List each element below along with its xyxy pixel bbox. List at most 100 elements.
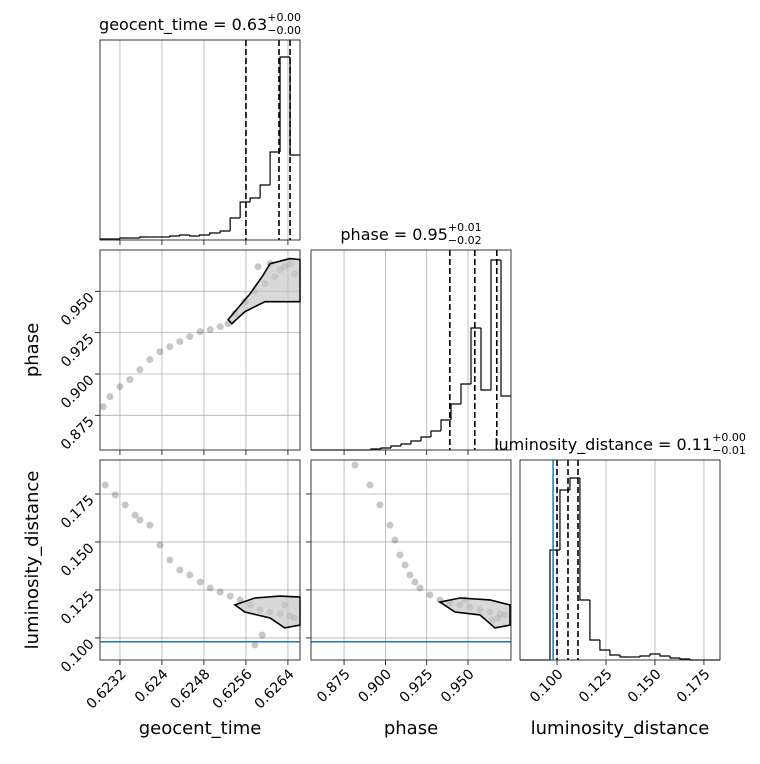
sample-point	[366, 481, 374, 489]
sample-point	[121, 501, 129, 509]
sample-point	[186, 571, 194, 579]
x-tick-label: 0.925	[397, 666, 437, 706]
histogram-step	[400, 443, 411, 446]
sample-point	[166, 556, 174, 564]
sample-point	[254, 263, 262, 271]
histogram-step	[649, 653, 661, 656]
y-axis-label: phase	[22, 323, 43, 377]
histogram-step	[589, 600, 600, 641]
contour	[437, 597, 511, 629]
sample-point	[258, 631, 266, 639]
y-axis-label: luminosity_distance	[22, 471, 43, 650]
panel: phase = 0.95 +0.01−0.02	[310, 221, 512, 455]
y-tick-label: 0.925	[58, 331, 98, 371]
histogram-step	[209, 232, 221, 235]
sample-point	[176, 338, 184, 346]
x-tick-label: 0.950	[438, 666, 478, 706]
sample-point	[146, 521, 154, 529]
panel: 0.100 0.125 0.150 0.175 luminosity_distance …	[494, 431, 746, 739]
x-tick-label: 0.175	[674, 666, 714, 706]
sample-point	[126, 376, 134, 384]
histogram-step	[619, 655, 631, 658]
title-lower: −0.01	[712, 444, 746, 457]
sample-point	[391, 536, 399, 544]
x-tick-label: 0.6264	[252, 666, 298, 712]
histogram-step	[119, 237, 130, 239]
sample-point	[99, 403, 107, 411]
histogram-step	[460, 383, 471, 404]
x-axis-label: phase	[384, 718, 438, 739]
sample-point	[196, 328, 204, 336]
sample-point	[351, 461, 359, 469]
histogram-step	[579, 478, 590, 601]
histogram-step	[380, 447, 391, 449]
histogram-step	[559, 489, 570, 550]
y-tick-label: 0.875	[58, 414, 98, 454]
x-tick-label: 0.6232	[84, 666, 130, 712]
sample-point	[226, 592, 234, 600]
sample-point	[396, 551, 404, 559]
title-lower: −0.00	[267, 24, 301, 37]
histogram-step	[219, 230, 231, 233]
sample-point	[186, 333, 194, 341]
histogram-step	[420, 436, 431, 441]
sample-point	[101, 481, 109, 489]
sample-point	[111, 491, 119, 499]
panel-frame	[99, 249, 301, 451]
histogram-step	[239, 201, 251, 218]
panel-frame	[99, 459, 301, 661]
histogram-step	[669, 656, 681, 659]
sample-point	[196, 578, 204, 586]
sample-point	[411, 578, 419, 586]
y-tick-label: 0.950	[58, 290, 98, 330]
sample-point	[136, 516, 144, 524]
x-axis-label: geocent_time	[139, 718, 262, 739]
histogram-step	[169, 235, 180, 237]
sample-point	[216, 323, 224, 331]
sample-point	[206, 584, 214, 592]
panel-frame	[310, 459, 512, 661]
sample-point	[136, 366, 144, 374]
panel-title: geocent_time = 0.63	[99, 15, 267, 35]
sample-point	[406, 571, 414, 579]
x-tick-label: 0.150	[625, 666, 665, 706]
y-tick-label: 0.900	[58, 372, 98, 412]
sample-point	[156, 541, 164, 549]
panel: geocent_time = 0.63 +0.00−0.00	[99, 11, 301, 245]
title-upper: +0.00	[712, 431, 746, 444]
histogram-step	[549, 549, 560, 660]
sample-point	[131, 511, 139, 519]
histogram-step	[490, 259, 501, 390]
sample-point	[106, 393, 114, 401]
sample-point	[386, 521, 394, 529]
sample-point	[401, 561, 409, 569]
histogram-step	[599, 640, 610, 651]
histogram-step	[279, 56, 291, 152]
histogram-step	[659, 654, 671, 657]
x-axis-label: luminosity_distance	[531, 718, 710, 739]
sample-point	[166, 343, 174, 351]
panel-frame	[519, 459, 721, 661]
sample-point	[426, 591, 434, 599]
histogram-step	[259, 184, 271, 198]
y-tick-label: 0.100	[58, 636, 98, 676]
y-tick-label: 0.150	[58, 540, 98, 580]
x-tick-label: 0.6256	[210, 666, 256, 712]
sample-point	[116, 383, 124, 391]
histogram-step	[609, 650, 621, 656]
histogram-step	[410, 440, 421, 444]
y-tick-label: 0.125	[58, 588, 98, 628]
x-tick-label: 0.900	[355, 666, 395, 706]
histogram-step	[430, 430, 441, 437]
title-lower: −0.02	[448, 234, 482, 247]
panel-title: phase = 0.95	[340, 225, 447, 244]
panel-frame	[99, 39, 301, 241]
sample-point	[146, 356, 154, 364]
contour	[233, 595, 301, 629]
histogram-step	[390, 445, 401, 448]
panel-frame	[310, 249, 512, 451]
